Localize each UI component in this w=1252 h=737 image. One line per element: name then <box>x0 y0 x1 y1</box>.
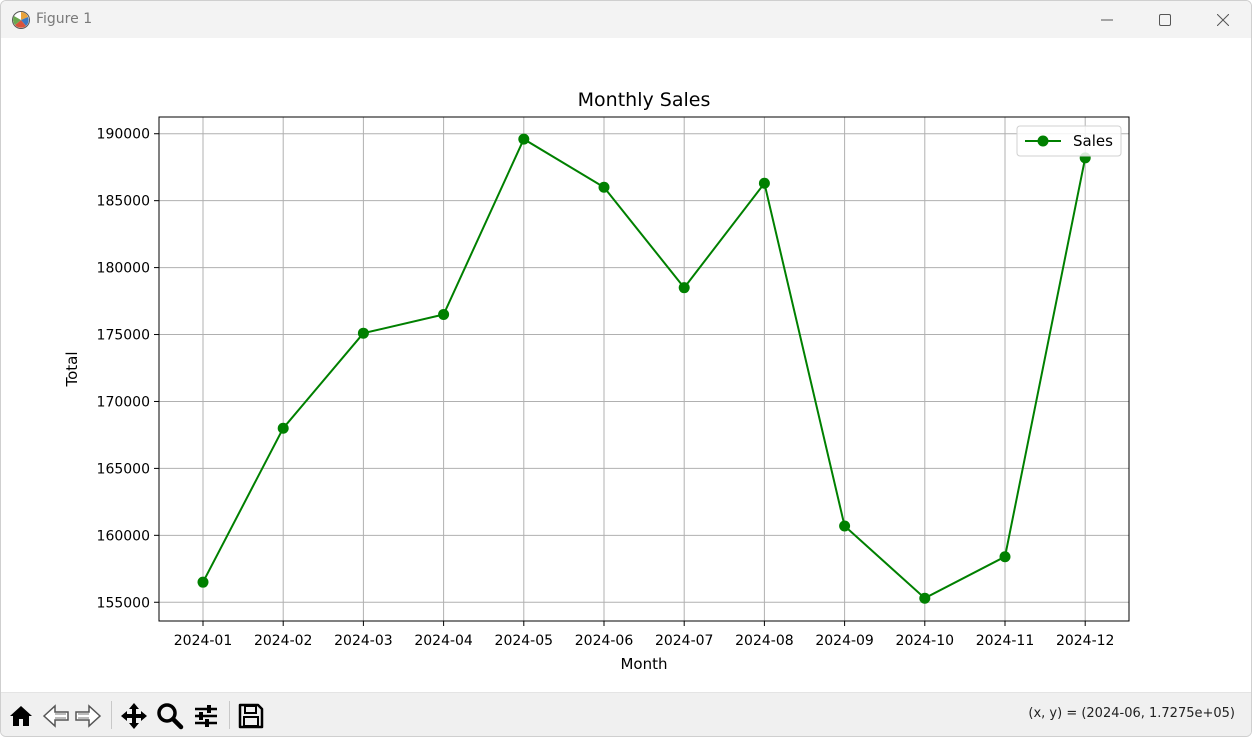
data-point <box>518 133 530 145</box>
y-tick-label: 185000 <box>97 194 150 210</box>
line-chart[interactable]: 2024-01 2024-02 2024-03 2024-04 2024-05 2024-… <box>1 38 1251 692</box>
y-tick-label: 155000 <box>97 595 150 611</box>
legend: Sales <box>1016 125 1122 157</box>
save-icon <box>238 703 264 729</box>
data-point <box>277 422 289 434</box>
y-tick-label: 160000 <box>97 528 150 544</box>
zoom-icon <box>157 703 184 730</box>
data-point <box>758 177 770 189</box>
data-point <box>999 551 1011 563</box>
data-point <box>357 327 369 339</box>
y-tick-label: 190000 <box>97 127 150 143</box>
x-tick-label: 2024-09 <box>815 633 874 649</box>
y-ticks: 155000 160000 165000 170000 175000 180000 1850… <box>97 127 159 611</box>
grid <box>159 117 1129 621</box>
legend-box <box>1016 125 1122 157</box>
legend-label-sales: Sales <box>1073 132 1113 150</box>
figure-canvas[interactable]: 2024-01 2024-02 2024-03 2024-04 2024-05 2024-… <box>1 38 1251 692</box>
y-tick-label: 170000 <box>97 394 150 410</box>
toolbar-separator <box>229 701 230 729</box>
y-tick-label: 175000 <box>97 328 150 344</box>
x-tick-label: 2024-05 <box>495 633 554 649</box>
chart-title: Monthly Sales <box>578 89 711 111</box>
data-point <box>598 181 610 193</box>
title-bar[interactable]: Figure 1 <box>1 1 1251 38</box>
matplotlib-logo-icon <box>12 11 30 29</box>
data-point <box>438 308 450 320</box>
maximize-button[interactable] <box>1142 1 1188 38</box>
back-button[interactable] <box>41 701 71 731</box>
x-ticks: 2024-01 2024-02 2024-03 2024-04 2024-05 2024-… <box>174 621 1115 649</box>
x-tick-label: 2024-03 <box>334 633 393 649</box>
x-tick-label: 2024-01 <box>174 633 233 649</box>
configure-subplots-icon <box>195 705 217 727</box>
x-tick-label: 2024-08 <box>735 633 794 649</box>
pan-button[interactable] <box>119 701 149 731</box>
minimize-button[interactable] <box>1084 1 1130 38</box>
home-button[interactable] <box>6 701 36 731</box>
y-tick-label: 180000 <box>97 261 150 277</box>
data-point <box>678 282 690 294</box>
x-axis-label: Month <box>620 655 667 673</box>
back-arrow-icon <box>42 704 69 728</box>
configure-subplots-button[interactable] <box>191 701 221 731</box>
zoom-button[interactable] <box>155 701 185 731</box>
x-tick-label: 2024-11 <box>976 633 1035 649</box>
y-tick-label: 165000 <box>97 461 150 477</box>
x-tick-label: 2024-10 <box>896 633 955 649</box>
close-icon <box>1217 13 1229 26</box>
minimize-icon <box>1101 19 1113 20</box>
forward-arrow-icon <box>75 704 102 728</box>
data-point <box>919 592 931 604</box>
data-point <box>839 520 851 532</box>
maximize-icon <box>1159 13 1171 26</box>
x-tick-label: 2024-04 <box>414 633 473 649</box>
x-tick-label: 2024-07 <box>655 633 714 649</box>
cursor-coordinates: (x, y) = (2024-06, 1.7275e+05) <box>1028 706 1235 721</box>
series-line-sales <box>202 137 1087 600</box>
y-axis-label: Total <box>63 351 81 387</box>
x-tick-label: 2024-12 <box>1056 633 1115 649</box>
window-title: Figure 1 <box>36 11 93 27</box>
data-point <box>197 576 209 588</box>
navigation-toolbar: (x, y) = (2024-06, 1.7275e+05) <box>1 692 1251 736</box>
legend-marker-sales <box>1037 135 1049 147</box>
pan-icon <box>121 703 147 729</box>
forward-button[interactable] <box>73 701 103 731</box>
data-points <box>197 133 1091 604</box>
toolbar-separator <box>111 701 112 729</box>
x-tick-label: 2024-02 <box>254 633 313 649</box>
close-button[interactable] <box>1200 1 1246 38</box>
home-icon <box>10 706 32 726</box>
save-button[interactable] <box>236 701 266 731</box>
axes-frame <box>158 116 1130 622</box>
x-tick-label: 2024-06 <box>575 633 634 649</box>
